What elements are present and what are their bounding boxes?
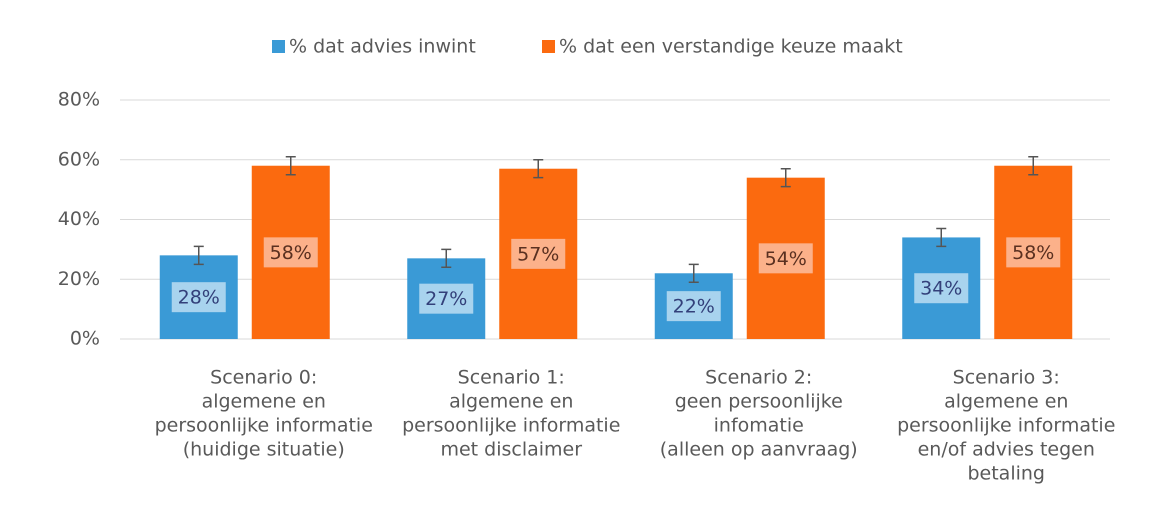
data-label-box bbox=[1006, 237, 1061, 268]
x-tick-label: persoonlijke informatie bbox=[897, 415, 1115, 437]
data-label-box bbox=[419, 283, 474, 314]
x-tick-label: persoonlijke informatie bbox=[155, 415, 373, 437]
legend-swatch bbox=[542, 40, 555, 53]
x-tick-label: betaling bbox=[967, 463, 1045, 485]
y-tick-label: 80% bbox=[58, 89, 100, 111]
x-tick-label: en/of advies tegen bbox=[918, 439, 1095, 461]
legend-label: % dat advies inwint bbox=[289, 36, 476, 58]
y-tick-label: 60% bbox=[58, 148, 100, 170]
x-tick-label: Scenario 2: bbox=[705, 367, 812, 389]
x-tick-label: algemene en bbox=[449, 391, 573, 413]
error-bar bbox=[533, 159, 544, 179]
x-tick-label: (alleen op aanvraag) bbox=[660, 439, 858, 461]
error-bar bbox=[688, 263, 699, 283]
error-bar bbox=[780, 167, 791, 188]
error-bar bbox=[441, 248, 452, 269]
x-tick-label: algemene en bbox=[944, 391, 1068, 413]
x-tick-label: Scenario 1: bbox=[458, 367, 565, 389]
error-bar bbox=[1028, 156, 1039, 176]
y-tick-label: 20% bbox=[58, 268, 100, 290]
x-tick-label: geen persoonlijke bbox=[675, 391, 843, 413]
x-tick-label: infomatie bbox=[714, 415, 804, 437]
x-tick-label: met disclaimer bbox=[440, 439, 582, 461]
error-bar bbox=[193, 245, 204, 266]
data-label: 22% bbox=[673, 296, 715, 318]
x-tick-label: Scenario 3: bbox=[953, 367, 1060, 389]
data-label-box bbox=[914, 273, 969, 304]
data-label: 57% bbox=[517, 243, 559, 265]
data-label: 27% bbox=[425, 288, 467, 310]
legend-label: % dat een verstandige keuze maakt bbox=[559, 36, 903, 58]
x-tick-label: persoonlijke informatie bbox=[402, 415, 620, 437]
legend-swatch bbox=[272, 40, 285, 53]
data-label-box bbox=[511, 238, 566, 269]
data-label: 58% bbox=[270, 242, 312, 264]
y-tick-label: 0% bbox=[70, 328, 100, 350]
error-bar bbox=[936, 227, 947, 248]
y-tick-label: 40% bbox=[58, 208, 100, 230]
data-label-box bbox=[263, 237, 318, 268]
x-tick-label: algemene en bbox=[202, 391, 326, 413]
x-tick-label: (huidige situatie) bbox=[183, 439, 345, 461]
data-label-box bbox=[171, 282, 226, 313]
data-label: 28% bbox=[178, 287, 220, 309]
data-label-box bbox=[758, 243, 813, 274]
data-label: 54% bbox=[765, 248, 807, 270]
x-tick-label: Scenario 0: bbox=[210, 367, 317, 389]
data-label: 58% bbox=[1012, 242, 1054, 264]
error-bar bbox=[285, 156, 296, 176]
data-label: 34% bbox=[920, 278, 962, 300]
data-label-box bbox=[666, 291, 721, 322]
